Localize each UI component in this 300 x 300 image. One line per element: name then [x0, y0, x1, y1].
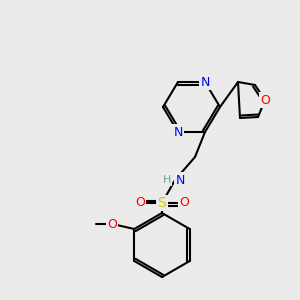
Text: S: S	[158, 196, 166, 210]
Text: H: H	[163, 175, 171, 185]
Text: O: O	[260, 94, 270, 106]
Text: O: O	[135, 196, 145, 209]
Text: N: N	[175, 173, 185, 187]
Text: O: O	[107, 218, 117, 230]
Text: N: N	[173, 125, 183, 139]
Text: N: N	[200, 76, 210, 88]
Text: O: O	[179, 196, 189, 209]
